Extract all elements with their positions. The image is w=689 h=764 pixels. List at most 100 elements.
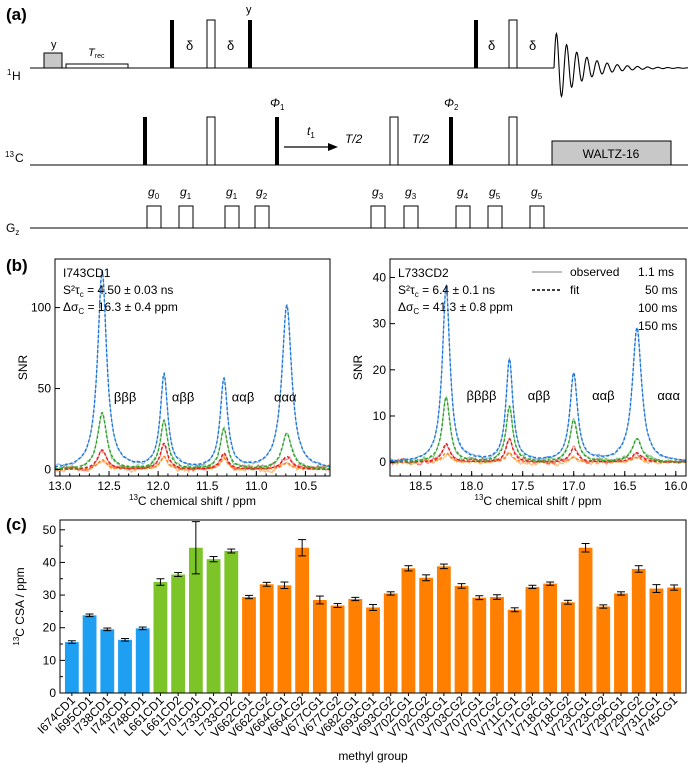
bar-V693CG1: [366, 607, 380, 693]
bar-V723CG2: [596, 606, 611, 693]
y-tick-label: 0: [49, 686, 56, 700]
c-90-pulse-1: [143, 117, 147, 165]
bar-L701CD1: [188, 547, 203, 693]
h-delta-2: δ: [227, 38, 234, 53]
half-t-label-2: T/2: [412, 132, 430, 146]
h-recovery-delay: [65, 63, 129, 69]
h-channel-sup: 1: [7, 68, 12, 77]
y-tick-label: 40: [373, 270, 387, 284]
h-90-pulse-3: [474, 20, 478, 68]
fit-curve-1: [54, 411, 330, 470]
peak-label-1: αββ: [172, 390, 194, 405]
peak-label-0: ββββ: [467, 388, 497, 403]
legend-delay-4: 150 ms: [638, 319, 677, 333]
x-axis-label: methyl group: [338, 749, 408, 763]
bar-V711CG1: [507, 609, 522, 693]
y-tick-label: 30: [373, 317, 387, 331]
bar-V707CG2: [490, 597, 504, 693]
bar-V718CG2: [560, 602, 575, 693]
peak-label-2: ααβ: [592, 388, 615, 403]
h-90-pulse-2: [248, 20, 252, 68]
x-tick-label: 16.5: [613, 479, 637, 493]
y-tick-label: 30: [43, 588, 57, 602]
half-t-label-1: T/2: [345, 132, 363, 146]
annotation-residue: I743CD1: [63, 266, 111, 280]
pulse-sequence-panel: (a) 1 H y Trec δ δ y δ δ 13 C Φ1 t1 T/2 …: [5, 4, 689, 237]
csa-bar-chart: I674CD1I695CD1I738CD1I743CD1I748CD1L661C…: [12, 519, 687, 763]
bar-L661CD2: [171, 574, 186, 693]
annotation-s2tauc: S²τc = 4.50 ± 0.03 ns: [63, 283, 173, 299]
legend-delay-3: 100 ms: [638, 301, 677, 315]
plot-frame: [389, 258, 687, 477]
x-tick-label: 17.5: [511, 479, 535, 493]
x-tick-label: 10.5: [294, 479, 318, 493]
legend-delay-1: 1.1 ms: [638, 265, 674, 279]
bar-V702CG2: [419, 577, 434, 693]
c-90-pulse-phi1: [275, 117, 279, 165]
c-180-pulse-1: [206, 116, 216, 166]
bar-V662CG2: [259, 584, 274, 693]
fit-curve-0: [390, 283, 686, 462]
gradient-label-0: g0: [148, 185, 160, 201]
annotation-csa: ΔσC = 16.3 ± 0.4 ppm: [63, 300, 178, 316]
annotation-s2tauc: S²τc = 6.4 ± 0.1 ns: [398, 283, 495, 299]
x-tick-label: 17.0: [562, 479, 586, 493]
y-tick-label: 10: [373, 409, 387, 423]
c-180-pulse-3: [508, 116, 518, 166]
bar-V707CG1: [472, 597, 487, 693]
panel-label-a: (a): [6, 5, 27, 24]
gradient-label-6: g4: [457, 185, 469, 201]
x-tick-label: 12.0: [146, 479, 170, 493]
bar-I748CD1: [135, 628, 150, 693]
gradient-pulse-5: [403, 205, 419, 229]
c-180-pulse-2: [389, 116, 399, 166]
panel-label-b: (b): [6, 256, 28, 275]
h-trim-y-label: y: [51, 39, 57, 51]
bar-V682CG1: [348, 598, 363, 693]
waltz-label: WALTZ-16: [583, 147, 640, 161]
trec-label: Trec: [88, 47, 105, 60]
h-delta-3: δ: [488, 38, 495, 53]
y-tick-label: 40: [43, 555, 57, 569]
bar-plot-frame: [59, 519, 687, 694]
x-tick-label: 13.0: [48, 479, 72, 493]
bar-V664CG1: [277, 585, 292, 693]
plot-frame: [54, 258, 331, 477]
x-tick-label: 11.5: [196, 479, 219, 493]
bar-V745CG1: [667, 587, 682, 693]
bar-I674CD1: [64, 642, 79, 693]
bar-V677CG2: [330, 605, 345, 693]
x-tick-label: 11.0: [245, 479, 268, 493]
y-tick-label: 0: [44, 463, 51, 477]
spectrum-panel-right: 18.5 18.0 17.5 17.0 16.5 16.0 0 10 20 30 40 13C che…: [351, 258, 688, 508]
y-tick-label: 20: [373, 363, 387, 377]
gradient-pulse-3: [254, 205, 270, 229]
h-pulse-y-label: y: [246, 4, 252, 16]
annotation-csa: ΔσC = 41.3 ± 0.8 ppm: [398, 300, 513, 316]
x-tick-label: 16.0: [664, 479, 688, 493]
y-axis-label: 13C CSA / ppm: [12, 567, 27, 645]
y-tick-label: 50: [43, 523, 57, 537]
legend-fit-label: fit: [570, 283, 580, 297]
observed-curve-0: [54, 269, 330, 468]
y-tick-label: 0: [379, 455, 386, 469]
y-axis-label: SNR: [351, 355, 365, 381]
c-90-pulse-phi2: [449, 117, 453, 165]
bar-L661CD1: [153, 582, 168, 693]
gradient-pulse-8: [529, 205, 545, 229]
t1-label: t1: [307, 124, 315, 140]
bar-V729CG1: [614, 593, 628, 693]
h-delta-4: δ: [529, 38, 536, 53]
fit-curve-3: [55, 455, 330, 471]
y-axis-label: SNR: [16, 355, 30, 381]
x-axis-label: 13C chemical shift / ppm: [475, 493, 602, 508]
y-tick-label: 100: [31, 301, 51, 315]
phi1-label: Φ1: [270, 96, 285, 112]
gradient-pulse-1: [178, 205, 194, 229]
bar-L733CD2: [224, 551, 239, 693]
gradient-label-7: g5: [489, 185, 501, 201]
x-tick-label: 12.5: [97, 479, 121, 493]
panel-label-c: (c): [6, 515, 27, 534]
peak-label-2: ααβ: [232, 390, 255, 405]
